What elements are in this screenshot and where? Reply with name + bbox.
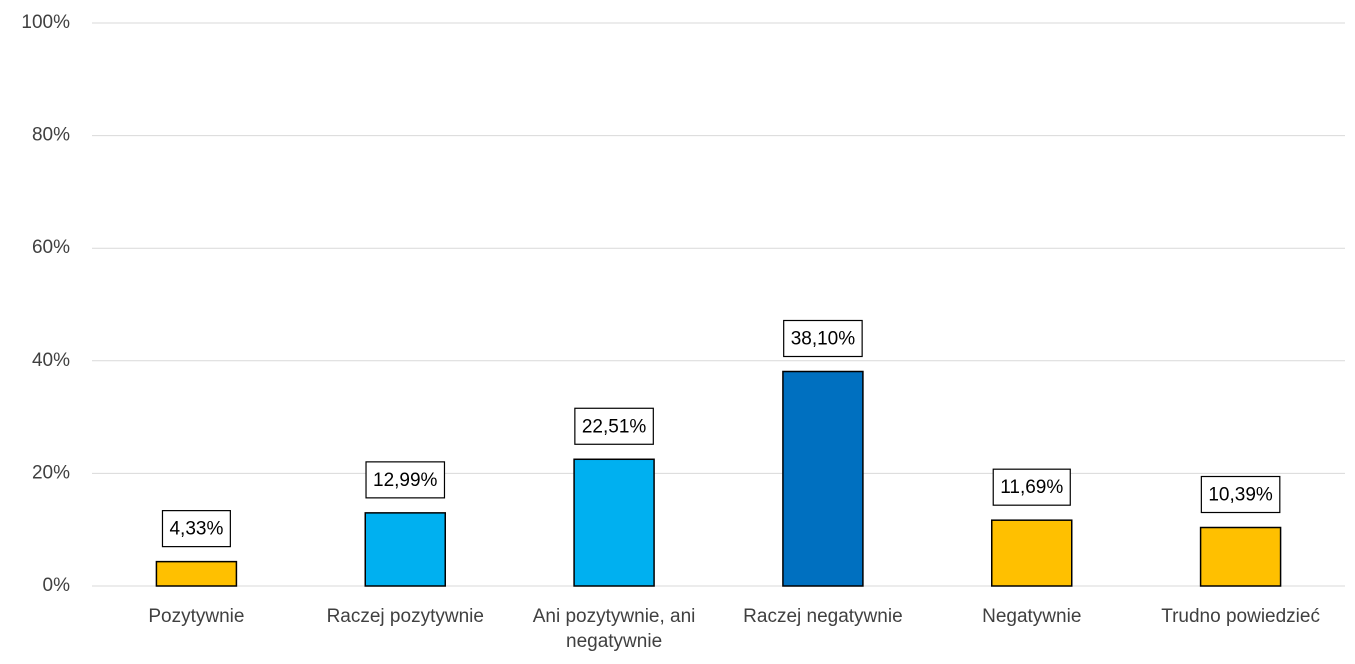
data-label-box	[161, 510, 231, 548]
y-tick-label: 60%	[32, 237, 70, 258]
data-label-box	[783, 319, 863, 358]
data-label: 12,99%	[373, 470, 438, 491]
bar	[991, 519, 1073, 587]
data-label-box	[992, 468, 1071, 506]
x-tick-label: Raczej negatywnie	[743, 606, 903, 627]
bar	[573, 458, 655, 587]
data-label: 22,51%	[582, 416, 647, 437]
y-tick-label: 100%	[21, 12, 70, 33]
y-tick-label: 20%	[32, 462, 70, 483]
bar	[782, 370, 864, 587]
bar	[155, 560, 238, 587]
data-label-box	[365, 461, 446, 499]
data-label-box	[1200, 475, 1281, 514]
y-tick-label: 40%	[32, 350, 70, 371]
data-label: 4,33%	[169, 519, 223, 540]
data-label: 38,10%	[791, 329, 856, 350]
bar	[364, 512, 446, 587]
data-label-box	[574, 407, 654, 445]
x-tick-label: Ani pozytywnie, ani negatywnie	[532, 606, 696, 652]
bar	[1199, 526, 1282, 587]
data-label: 10,39%	[1208, 485, 1273, 506]
y-tick-label: 0%	[43, 575, 71, 596]
x-tick-label: Negatywnie	[982, 606, 1082, 627]
x-tick-label: Trudno powiedzieć	[1161, 606, 1320, 627]
data-label: 11,69%	[1000, 477, 1063, 498]
x-tick-label: Pozytywnie	[148, 606, 245, 627]
x-tick-label: Raczej pozytywnie	[326, 606, 484, 627]
y-tick-label: 80%	[32, 125, 70, 146]
